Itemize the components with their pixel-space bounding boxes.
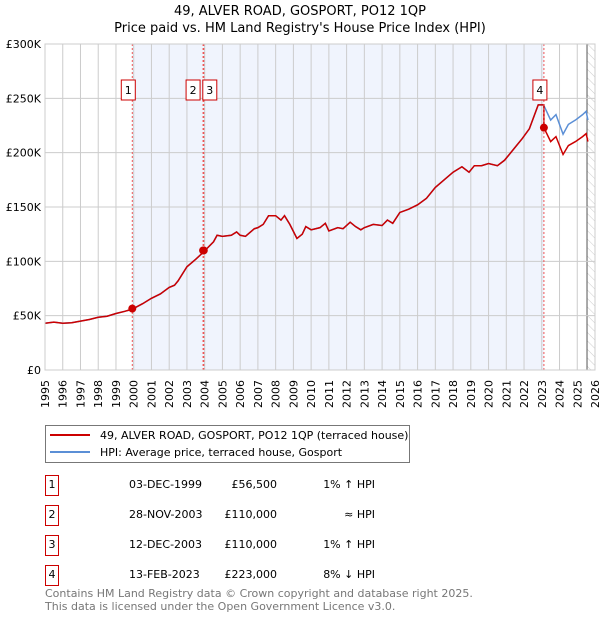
x-tick-label: 2016 (412, 380, 425, 408)
legend-label: HPI: Average price, terraced house, Gosp… (100, 445, 343, 459)
sale-hpi: 1% ↑ HPI (323, 478, 375, 491)
x-tick-label: 2002 (163, 380, 176, 408)
legend: 49, ALVER ROAD, GOSPORT, PO12 1QP (terra… (45, 425, 410, 463)
x-tick-label: 2021 (500, 380, 513, 408)
x-tick-label: 2020 (483, 380, 496, 408)
x-tick-label: 1998 (92, 380, 105, 408)
sale-price: £110,000 (224, 508, 278, 521)
x-tick-label: 1999 (110, 380, 123, 408)
x-tick-label: 2011 (323, 380, 336, 408)
y-tick-label: £100K (6, 255, 42, 268)
x-tick-label: 1995 (39, 380, 52, 408)
x-tick-label: 2013 (358, 380, 371, 408)
sale-hpi: 8% ↓ HPI (323, 568, 375, 581)
x-tick-label: 2012 (341, 380, 354, 408)
y-tick-label: £0 (27, 364, 41, 377)
sale-date: 28-NOV-2003 (129, 508, 203, 521)
x-tick-label: 2000 (128, 380, 141, 408)
sale-marker-label: 3 (206, 84, 213, 97)
property-price-line (44, 104, 589, 325)
y-tick-label: £250K (6, 92, 42, 105)
price-chart: 1995 1996 1997 1998 1999 2000 2001 2002 2003 2004… (6, 38, 600, 408)
sale-badge: 2 (45, 505, 59, 526)
sale-point (539, 123, 548, 132)
x-tick-label: 2018 (447, 380, 460, 408)
x-tick-label: 2006 (234, 380, 247, 408)
table-row: 3 12-DEC-2003 £110,000 1% ↑ HPI (45, 535, 375, 556)
legend-label: 49, ALVER ROAD, GOSPORT, PO12 1QP (terra… (100, 428, 409, 442)
plot-border (44, 43, 596, 371)
sale-price: £56,500 (231, 478, 278, 491)
x-tick-label: 2004 (199, 380, 212, 408)
chart-title: 49, ALVER ROAD, GOSPORT, PO12 1QP (173, 4, 426, 19)
sale-marker-box (185, 79, 201, 101)
x-tick-label: 2015 (394, 380, 407, 408)
x-tick-label: 2019 (465, 380, 478, 408)
sale-price: £223,000 (224, 568, 278, 581)
x-tick-label: 1997 (74, 380, 87, 408)
x-tick-label: 2014 (376, 380, 389, 408)
table-row: 2 28-NOV-2003 £110,000 ≈ HPI (45, 505, 375, 526)
x-tick-label: 2025 (571, 380, 584, 408)
sale-date: 03-DEC-1999 (129, 478, 203, 491)
x-tick-label: 2010 (305, 380, 318, 408)
footer-copyright: Contains HM Land Registry data © Crown c… (45, 587, 473, 600)
x-tick-label: 2024 (554, 380, 567, 408)
y-tick-label: £200K (6, 147, 42, 160)
x-tick-label: 2022 (518, 380, 531, 408)
table-row: 1 03-DEC-1999 £56,500 1% ↑ HPI (45, 475, 375, 496)
y-tick-label: £150K (6, 201, 42, 214)
chart-subtitle: Price paid vs. HM Land Registry's House … (114, 21, 486, 36)
sale-badge: 3 (45, 535, 59, 556)
legend-item-property: 49, ALVER ROAD, GOSPORT, PO12 1QP (terra… (50, 427, 408, 443)
sale-hpi: 1% ↑ HPI (323, 538, 375, 551)
x-tick-label: 2003 (181, 380, 194, 408)
legend-swatch-red (50, 434, 90, 436)
sale-price: £110,000 (224, 538, 278, 551)
sale-marker-box (120, 79, 136, 101)
sale-marker-box (202, 79, 218, 101)
table-row: 4 13-FEB-2023 £223,000 8% ↓ HPI (45, 565, 375, 586)
sale-date: 12-DEC-2003 (129, 538, 203, 551)
sale-point (199, 246, 208, 255)
x-tick-label: 2017 (429, 380, 442, 408)
x-tick-label: 2005 (216, 380, 229, 408)
x-tick-label: 2009 (287, 380, 300, 408)
x-tick-label: 1996 (57, 380, 70, 408)
sale-marker-label: 2 (190, 84, 197, 97)
footer-licence: This data is licensed under the Open Gov… (45, 600, 396, 613)
legend-item-hpi: HPI: Average price, terraced house, Gosp… (50, 444, 342, 460)
x-tick-label: 2026 (589, 380, 600, 408)
x-tick-label: 2023 (536, 380, 549, 408)
sale-point (128, 304, 137, 313)
y-tick-label: £300K (6, 38, 42, 51)
sale-marker-box (532, 79, 548, 101)
x-tick-label: 2008 (270, 380, 283, 408)
legend-swatch-blue (50, 451, 90, 453)
x-tick-label: 2007 (252, 380, 265, 408)
y-tick-label: £50K (13, 310, 42, 323)
sale-badge: 4 (45, 565, 59, 586)
sale-badge: 1 (45, 475, 59, 496)
sale-date: 13-FEB-2023 (129, 568, 200, 581)
sale-hpi: ≈ HPI (344, 508, 375, 521)
sale-marker-label: 4 (536, 84, 543, 97)
x-tick-label: 2001 (145, 380, 158, 408)
sale-marker-label: 1 (125, 84, 132, 97)
